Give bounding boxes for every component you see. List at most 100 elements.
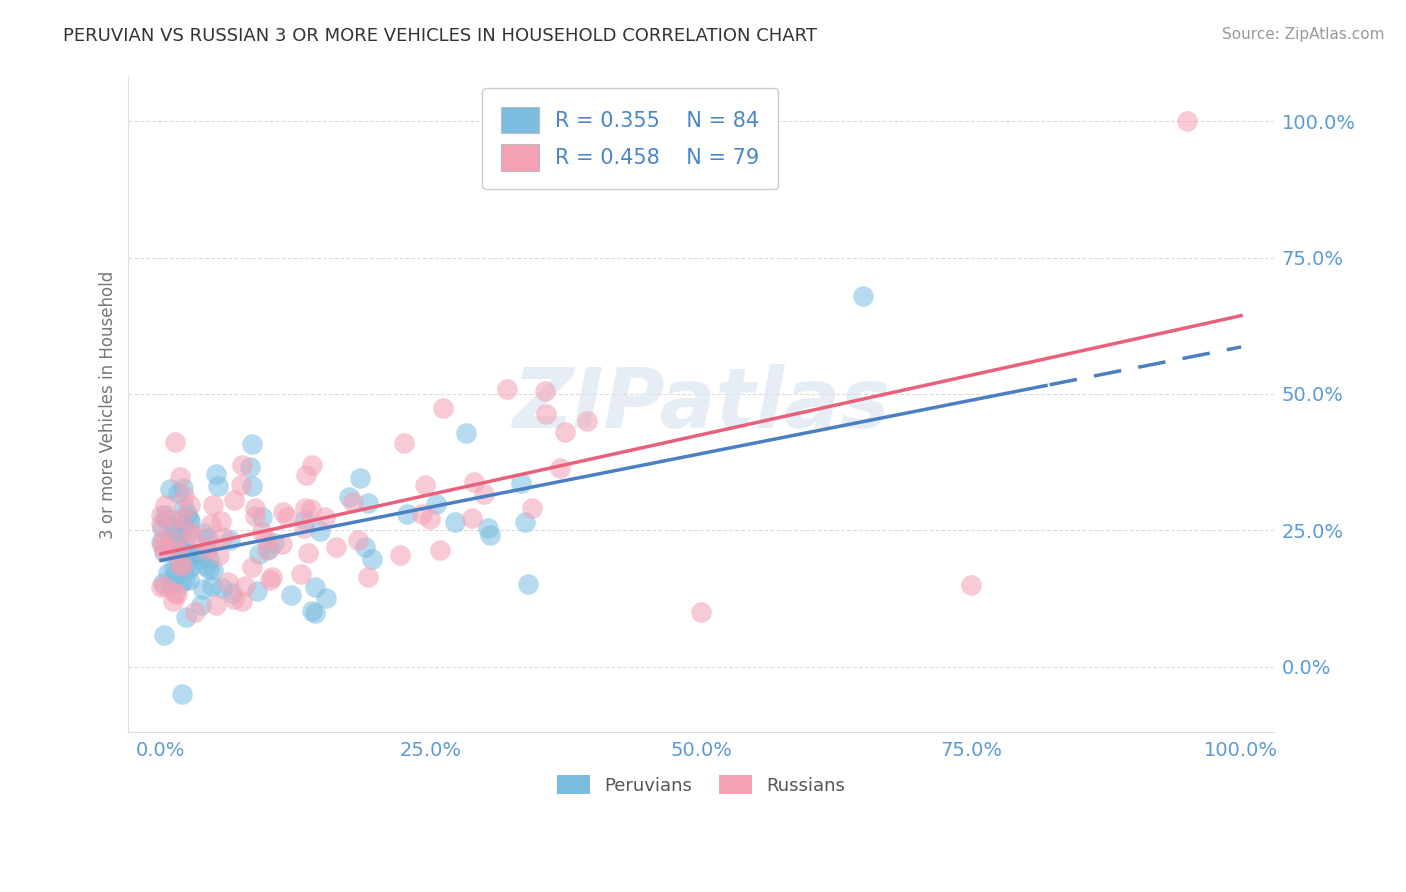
- Point: [167, 526, 190, 541]
- Point: [395, 507, 418, 521]
- Point: [690, 605, 713, 619]
- Point: [173, 546, 195, 560]
- Point: [231, 594, 253, 608]
- Text: Source: ZipAtlas.com: Source: ZipAtlas.com: [1222, 27, 1385, 42]
- Point: [218, 533, 240, 547]
- Point: [181, 558, 204, 572]
- Point: [173, 517, 195, 532]
- Point: [209, 514, 232, 528]
- Point: [297, 546, 319, 560]
- Point: [415, 478, 437, 492]
- Point: [201, 579, 224, 593]
- Point: [179, 499, 201, 513]
- Point: [173, 500, 195, 515]
- Point: [174, 572, 197, 586]
- Point: [149, 516, 172, 531]
- Point: [166, 587, 188, 601]
- Point: [191, 582, 214, 596]
- Point: [1175, 114, 1198, 128]
- Y-axis label: 3 or more Vehicles in Household: 3 or more Vehicles in Household: [100, 270, 117, 539]
- Point: [173, 531, 195, 545]
- Point: [496, 382, 519, 396]
- Point: [159, 532, 181, 546]
- Point: [152, 533, 174, 547]
- Point: [357, 570, 380, 584]
- Point: [179, 514, 201, 528]
- Point: [240, 479, 263, 493]
- Point: [432, 401, 454, 416]
- Point: [342, 494, 364, 508]
- Point: [190, 598, 212, 612]
- Point: [205, 467, 228, 481]
- Point: [354, 540, 377, 554]
- Point: [212, 529, 235, 543]
- Point: [389, 548, 412, 562]
- Point: [576, 414, 599, 428]
- Point: [294, 513, 316, 527]
- Point: [159, 483, 181, 497]
- Point: [176, 508, 198, 522]
- Point: [513, 515, 536, 529]
- Point: [235, 579, 257, 593]
- Point: [522, 501, 544, 516]
- Point: [195, 542, 218, 557]
- Point: [392, 436, 415, 450]
- Point: [162, 520, 184, 534]
- Point: [153, 579, 176, 593]
- Point: [166, 523, 188, 537]
- Point: [211, 581, 233, 595]
- Point: [167, 542, 190, 557]
- Point: [193, 525, 215, 540]
- Point: [163, 513, 186, 527]
- Point: [167, 485, 190, 500]
- Point: [477, 521, 499, 535]
- Point: [177, 512, 200, 526]
- Point: [516, 576, 538, 591]
- Point: [198, 552, 221, 566]
- Point: [247, 547, 270, 561]
- Point: [250, 510, 273, 524]
- Point: [152, 628, 174, 642]
- Point: [304, 606, 326, 620]
- Point: [200, 516, 222, 531]
- Point: [172, 687, 194, 701]
- Point: [256, 543, 278, 558]
- Point: [150, 508, 173, 522]
- Point: [271, 537, 294, 551]
- Point: [444, 515, 467, 529]
- Point: [548, 460, 571, 475]
- Point: [165, 568, 187, 582]
- Point: [176, 609, 198, 624]
- Point: [150, 580, 173, 594]
- Point: [292, 521, 315, 535]
- Point: [349, 471, 371, 485]
- Point: [181, 527, 204, 541]
- Point: [194, 559, 217, 574]
- Point: [229, 478, 252, 492]
- Point: [163, 561, 186, 575]
- Point: [217, 574, 239, 589]
- Point: [259, 573, 281, 587]
- Point: [361, 552, 384, 566]
- Point: [240, 560, 263, 574]
- Point: [165, 435, 187, 450]
- Point: [150, 521, 173, 535]
- Point: [276, 510, 298, 524]
- Point: [960, 578, 983, 592]
- Point: [169, 470, 191, 484]
- Point: [162, 594, 184, 608]
- Point: [167, 540, 190, 554]
- Point: [411, 507, 433, 521]
- Point: [429, 543, 451, 558]
- Point: [510, 476, 533, 491]
- Point: [180, 525, 202, 540]
- Point: [472, 486, 495, 500]
- Point: [257, 541, 280, 556]
- Point: [280, 588, 302, 602]
- Point: [170, 541, 193, 556]
- Point: [177, 561, 200, 575]
- Point: [202, 563, 225, 577]
- Legend: Peruvians, Russians: Peruvians, Russians: [550, 768, 852, 802]
- Point: [184, 545, 207, 559]
- Point: [222, 592, 245, 607]
